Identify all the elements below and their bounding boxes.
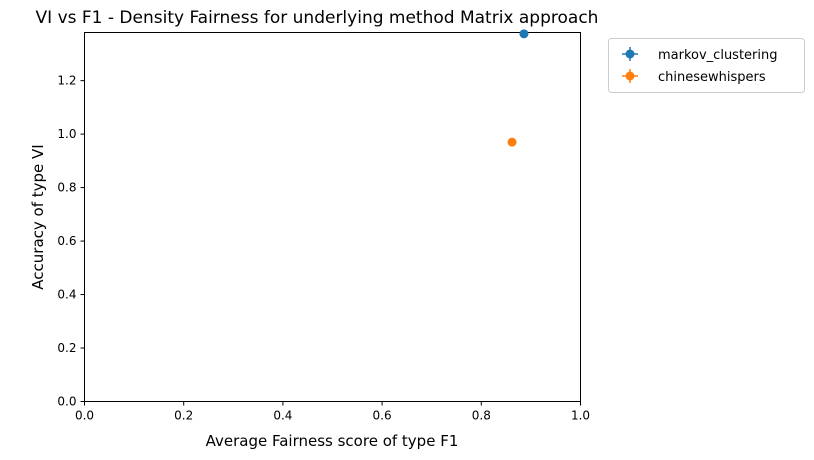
y-tick-label: 1.0 bbox=[57, 127, 76, 141]
y-tick-label: 0.4 bbox=[57, 288, 76, 302]
legend-marker-markov_clustering bbox=[625, 49, 635, 59]
plot-area bbox=[84, 32, 581, 402]
y-axis-ticks: 0.0 0.2 0.4 0.6 0.8 1.0 1.2 bbox=[57, 74, 85, 409]
point-chinesewhispers bbox=[507, 137, 517, 147]
y-tick-label: 0.8 bbox=[57, 181, 76, 195]
legend-label-markov_clustering: markov_clustering bbox=[658, 48, 778, 63]
y-tick-label: 1.2 bbox=[57, 74, 76, 88]
point-markov_clustering bbox=[519, 29, 529, 39]
x-tick-label: 0.2 bbox=[174, 409, 193, 423]
chart-title: VI vs F1 - Density Fairness for underlyi… bbox=[36, 8, 599, 28]
data-points bbox=[507, 29, 529, 147]
y-axis-label: Accuracy of type VI bbox=[29, 144, 47, 289]
x-tick-label: 0.0 bbox=[75, 409, 94, 423]
x-tick-label: 1.0 bbox=[571, 409, 590, 423]
legend-label-chinesewhispers: chinesewhispers bbox=[658, 70, 766, 85]
legend: markov_clustering chinesewhispers bbox=[608, 38, 805, 93]
x-axis-ticks: 0.0 0.2 0.4 0.6 0.8 1.0 bbox=[75, 401, 590, 423]
legend-frame bbox=[608, 38, 805, 93]
y-tick-label: 0.6 bbox=[57, 234, 76, 248]
y-tick-label: 0.0 bbox=[57, 395, 76, 409]
x-tick-label: 0.6 bbox=[373, 409, 392, 423]
x-axis-label: Average Fairness score of type F1 bbox=[206, 432, 459, 450]
x-tick-label: 0.4 bbox=[273, 409, 292, 423]
x-tick-label: 0.8 bbox=[472, 409, 491, 423]
legend-marker-chinesewhispers bbox=[625, 71, 635, 81]
plot-frame bbox=[84, 32, 581, 402]
y-tick-label: 0.2 bbox=[57, 341, 76, 355]
